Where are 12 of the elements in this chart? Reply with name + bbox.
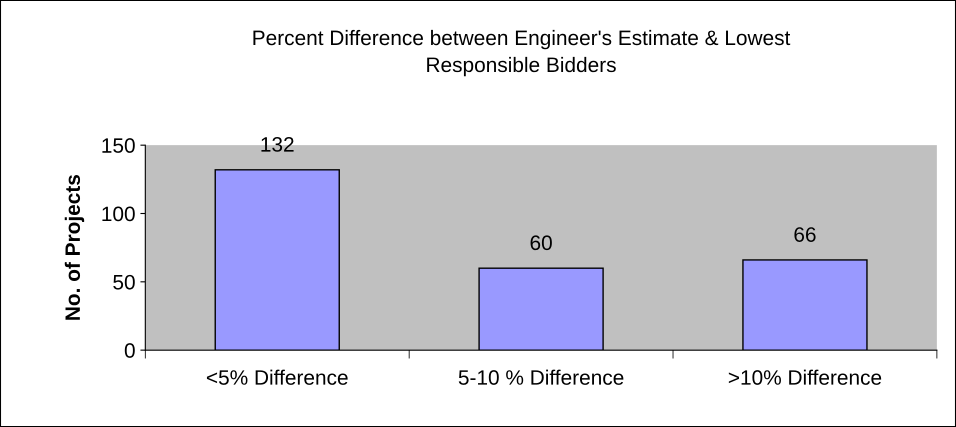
data-label: 60	[530, 235, 552, 250]
x-tick-label: >10% Difference	[728, 370, 882, 385]
y-tick-label: 150	[102, 138, 135, 153]
y-tick-label: 0	[124, 343, 135, 358]
y-axis-title: No. of Projects	[64, 175, 84, 320]
data-label: 132	[261, 137, 294, 152]
chart-title: Percent Difference between Engineer's Estimate & Lowest Responsible Bidders	[253, 30, 790, 76]
y-tick-label: 50	[113, 274, 135, 290]
x-tick-label: <5% Difference	[206, 370, 348, 385]
y-tick-label: 100	[102, 206, 135, 222]
x-tick-label: 5-10 % Difference	[458, 370, 624, 385]
data-label: 66	[794, 227, 816, 242]
